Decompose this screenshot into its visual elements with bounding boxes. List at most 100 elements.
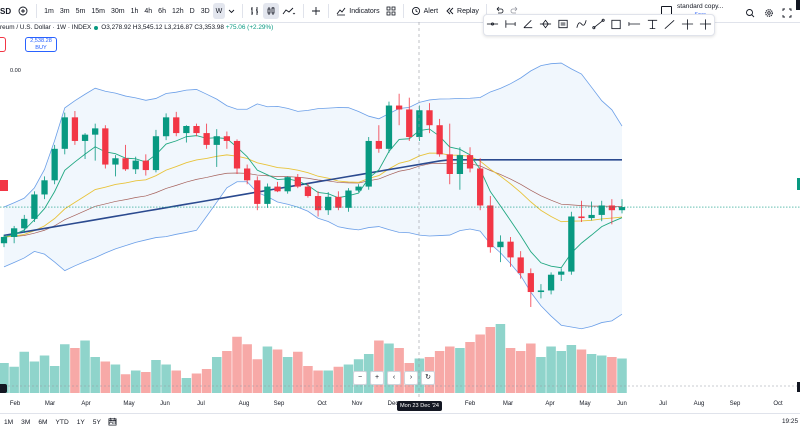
candle-body: [51, 148, 58, 181]
interval-list: 1m 3m 5m 15m 30m 1h 4h 6h 12h D 3D W: [41, 3, 238, 19]
volume-bar: [201, 369, 212, 393]
interval-3d[interactable]: 3D: [200, 7, 210, 15]
go-to-date-icon[interactable]: [104, 417, 121, 428]
settings-gear-icon[interactable]: [764, 5, 774, 23]
candle-body: [416, 110, 423, 138]
redo-icon[interactable]: [507, 3, 523, 19]
trend-line-icon[interactable]: [646, 18, 659, 32]
candle-body: [325, 196, 332, 211]
interval-4h[interactable]: 4h: [144, 7, 153, 15]
line-chart-icon[interactable]: [279, 3, 299, 19]
volume-bar: [536, 357, 546, 393]
interval-1m[interactable]: 1m: [44, 7, 54, 15]
volume-bar: [151, 360, 161, 393]
ma-slow-line: [3, 162, 623, 238]
scroll-left-button[interactable]: ‹: [387, 371, 401, 385]
sell-button[interactable]: [0, 37, 6, 52]
vertical-line-icon[interactable]: [663, 18, 676, 32]
volume-bar: [576, 349, 587, 393]
interval-5m[interactable]: 5m: [75, 7, 86, 15]
symbol-search[interactable]: SD: [0, 6, 12, 16]
interval-15m[interactable]: 15m: [91, 7, 105, 15]
candle-body: [233, 140, 241, 169]
volume-bar: [434, 351, 445, 393]
candle-body: [152, 136, 160, 171]
alert-clock-icon: [411, 6, 420, 16]
time-axis-label: Dec: [387, 401, 399, 407]
candle-body: [254, 180, 261, 204]
buy-price: 2,538.28: [30, 38, 52, 44]
candle-body: [578, 216, 585, 219]
price-chart[interactable]: [0, 0, 800, 397]
templates-icon[interactable]: [383, 3, 399, 19]
replay-button[interactable]: Replay: [441, 3, 482, 19]
candles-chart-type-icon[interactable]: [263, 3, 280, 19]
horizontal-line-icon[interactable]: [486, 18, 499, 32]
candle-body: [436, 125, 443, 155]
candle-body: [355, 186, 362, 191]
date-range-icon[interactable]: [522, 18, 535, 32]
interval-d[interactable]: D: [189, 7, 195, 15]
range-3m[interactable]: 3M: [21, 419, 31, 426]
interval-30m[interactable]: 30m: [110, 7, 125, 15]
volume-bar: [211, 357, 222, 393]
compare-symbol-icon[interactable]: [308, 3, 324, 19]
range-1y[interactable]: 1Y: [76, 419, 85, 426]
range-5y[interactable]: 5Y: [92, 419, 101, 426]
scroll-right-button[interactable]: ›: [404, 371, 418, 385]
interval-w[interactable]: W: [212, 3, 226, 19]
volume-axis-marker: [797, 382, 800, 392]
buy-button[interactable]: 2,538.28 BUY: [25, 37, 57, 52]
candle-body: [142, 160, 149, 171]
time-axis-label: May: [579, 401, 591, 407]
candle-body: [112, 158, 119, 165]
interval-6h[interactable]: 6h: [158, 7, 166, 15]
price-axis-marker: [797, 178, 800, 190]
volume-bar: [272, 349, 283, 393]
pattern-icon[interactable]: [539, 18, 552, 32]
volume-bar: [455, 348, 465, 393]
fib-icon[interactable]: [681, 18, 694, 32]
interval-dropdown-icon[interactable]: [225, 3, 238, 19]
fullscreen-icon[interactable]: [782, 5, 792, 23]
indicators-button[interactable]: Indicators: [333, 3, 382, 19]
ruler-icon[interactable]: [628, 18, 641, 32]
zoom-out-button[interactable]: −: [353, 371, 367, 385]
reset-chart-button[interactable]: ↻: [421, 371, 435, 385]
candle-body: [608, 205, 616, 211]
candle-body: [568, 216, 575, 272]
interval-3m[interactable]: 3m: [59, 7, 70, 15]
layout-name: standard copy...: [677, 3, 724, 10]
rectangle-icon[interactable]: [575, 18, 588, 32]
quick-search-icon[interactable]: [745, 5, 755, 23]
zoom-in-button[interactable]: +: [370, 371, 384, 385]
replay-icon: [446, 7, 454, 15]
add-symbol-icon[interactable]: [14, 3, 32, 19]
bar-type-icon[interactable]: [247, 3, 263, 19]
candle-body: [294, 177, 301, 187]
candle-body: [223, 136, 231, 141]
candle-body: [527, 273, 534, 293]
crosshair-icon[interactable]: [699, 18, 712, 32]
range-all[interactable]: All: [108, 419, 117, 426]
crosshair-date-label: Mon 23 Dec '24: [397, 401, 442, 411]
candle-body: [487, 205, 494, 248]
range-1m[interactable]: 1M: [4, 419, 14, 426]
interval-1h[interactable]: 1h: [130, 7, 139, 15]
path-icon[interactable]: [592, 18, 606, 32]
horizontal-ray-icon[interactable]: [504, 18, 517, 32]
interval-12h[interactable]: 12h: [171, 7, 184, 15]
chart-navigation: − + ‹ › ↻: [353, 371, 435, 385]
range-6m[interactable]: 6M: [38, 419, 48, 426]
volume-bar: [232, 336, 242, 393]
alert-button[interactable]: Alert: [408, 3, 441, 19]
range-ytd[interactable]: YTD: [55, 419, 69, 426]
time-axis[interactable]: Feb Mar Apr May Jun Jul Aug Sep Oct Nov Dec Feb Mar A…: [0, 397, 800, 412]
measure-icon[interactable]: [610, 18, 623, 32]
price-range-icon[interactable]: [557, 18, 570, 32]
bollinger-upper-line: [3, 62, 623, 208]
time-axis-label: Aug: [693, 401, 705, 407]
candle-body: [203, 133, 210, 145]
undo-icon[interactable]: [491, 3, 507, 19]
candle-body: [395, 105, 403, 110]
